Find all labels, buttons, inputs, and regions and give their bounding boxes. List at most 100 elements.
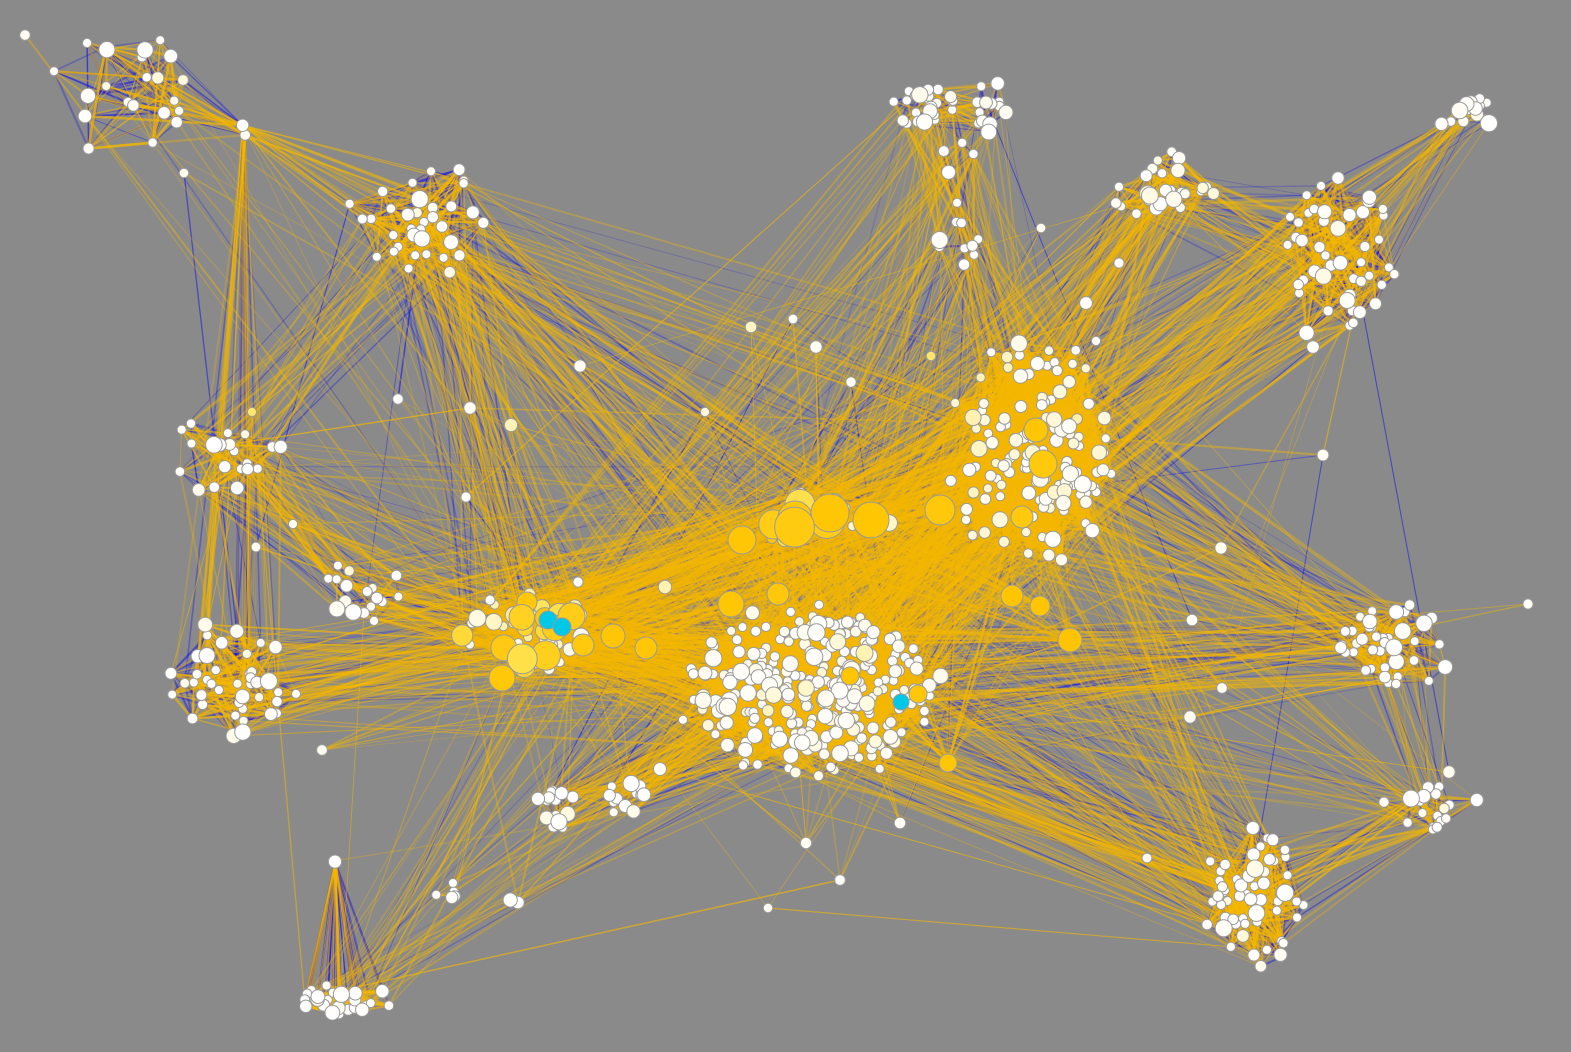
graph-node[interactable] xyxy=(911,86,929,104)
graph-node[interactable] xyxy=(888,664,903,679)
graph-node[interactable] xyxy=(191,668,203,680)
graph-node[interactable] xyxy=(1080,363,1091,374)
graph-node[interactable] xyxy=(1216,682,1228,694)
graph-node[interactable] xyxy=(1378,796,1390,808)
graph-node[interactable] xyxy=(1139,169,1153,183)
graph-node[interactable] xyxy=(356,213,368,225)
graph-node[interactable] xyxy=(1402,789,1420,808)
graph-node[interactable] xyxy=(925,350,937,362)
graph-node[interactable] xyxy=(750,669,767,685)
graph-node[interactable] xyxy=(699,406,711,418)
graph-node[interactable] xyxy=(746,646,761,661)
graph-node[interactable] xyxy=(896,727,907,738)
graph-node[interactable] xyxy=(1479,114,1499,133)
graph-node[interactable] xyxy=(694,691,712,710)
graph-node[interactable] xyxy=(1469,792,1484,808)
graph-node[interactable] xyxy=(737,742,754,758)
graph-node[interactable] xyxy=(1057,627,1083,653)
graph-node[interactable] xyxy=(1100,433,1111,444)
graph-node[interactable] xyxy=(1273,947,1288,962)
graph-node[interactable] xyxy=(443,234,460,251)
graph-node[interactable] xyxy=(205,436,223,454)
graph-node[interactable] xyxy=(426,166,436,177)
graph-node[interactable] xyxy=(978,526,992,539)
graph-node[interactable] xyxy=(206,678,217,690)
graph-node[interactable] xyxy=(1450,101,1469,120)
graph-node[interactable] xyxy=(771,730,789,748)
graph-node[interactable] xyxy=(1021,527,1032,538)
graph-node[interactable] xyxy=(1322,305,1334,317)
graph-node[interactable] xyxy=(271,695,283,708)
graph-node[interactable] xyxy=(804,647,824,666)
graph-node[interactable] xyxy=(883,632,896,646)
graph-node[interactable] xyxy=(1183,710,1197,724)
graph-node[interactable] xyxy=(1388,604,1405,620)
graph-node[interactable] xyxy=(919,716,930,727)
graph-node[interactable] xyxy=(1278,937,1289,949)
graph-node[interactable] xyxy=(101,81,112,92)
graph-node[interactable] xyxy=(1360,665,1372,676)
graph-node[interactable] xyxy=(710,729,721,740)
graph-node[interactable] xyxy=(176,424,187,435)
graph-node[interactable] xyxy=(697,665,713,681)
graph-node[interactable] xyxy=(1073,475,1092,494)
graph-node[interactable] xyxy=(235,118,250,133)
graph-node[interactable] xyxy=(185,418,197,429)
graph-node[interactable] xyxy=(1014,400,1028,413)
graph-node[interactable] xyxy=(1393,622,1412,640)
graph-node[interactable] xyxy=(732,662,750,681)
graph-node[interactable] xyxy=(321,980,332,991)
graph-node[interactable] xyxy=(222,428,233,439)
graph-node[interactable] xyxy=(1196,181,1209,195)
graph-node[interactable] xyxy=(259,672,278,691)
graph-node[interactable] xyxy=(950,398,961,408)
graph-node[interactable] xyxy=(403,263,414,274)
graph-node[interactable] xyxy=(458,178,469,189)
graph-node[interactable] xyxy=(1156,168,1168,179)
graph-node[interactable] xyxy=(370,591,384,605)
graph-node[interactable] xyxy=(344,198,355,209)
graph-node[interactable] xyxy=(1331,171,1345,185)
graph-node[interactable] xyxy=(503,417,519,433)
graph-node[interactable] xyxy=(550,813,568,831)
graph-node[interactable] xyxy=(1029,595,1051,617)
graph-node[interactable] xyxy=(1306,340,1320,354)
graph-node[interactable] xyxy=(460,491,472,503)
graph-node[interactable] xyxy=(930,231,949,249)
graph-node[interactable] xyxy=(147,137,158,148)
graph-node[interactable] xyxy=(840,666,860,686)
graph-node[interactable] xyxy=(727,525,757,555)
graph-node[interactable] xyxy=(1043,345,1055,356)
graph-node[interactable] xyxy=(435,220,449,233)
graph-node[interactable] xyxy=(879,746,894,760)
graph-node[interactable] xyxy=(339,579,354,593)
graph-node[interactable] xyxy=(789,766,802,779)
graph-node[interactable] xyxy=(794,734,811,752)
graph-node[interactable] xyxy=(1000,584,1024,608)
graph-node[interactable] xyxy=(737,622,748,633)
graph-node[interactable] xyxy=(1388,653,1405,670)
graph-node[interactable] xyxy=(979,493,992,505)
graph-node[interactable] xyxy=(1227,913,1239,926)
graph-node[interactable] xyxy=(1295,233,1309,248)
graph-node[interactable] xyxy=(1170,162,1186,178)
graph-node[interactable] xyxy=(957,137,968,148)
graph-node[interactable] xyxy=(197,616,214,633)
graph-node[interactable] xyxy=(343,565,355,577)
graph-node[interactable] xyxy=(1243,892,1258,906)
graph-node[interactable] xyxy=(1012,368,1029,384)
graph-node[interactable] xyxy=(634,636,658,660)
graph-node[interactable] xyxy=(766,582,790,606)
graph-node[interactable] xyxy=(831,744,849,763)
graph-node[interactable] xyxy=(1338,292,1356,309)
graph-node[interactable] xyxy=(208,481,221,494)
graph-node[interactable] xyxy=(1342,207,1357,223)
graph-node[interactable] xyxy=(998,535,1010,548)
graph-node[interactable] xyxy=(872,686,883,697)
graph-node[interactable] xyxy=(502,892,518,908)
graph-node[interactable] xyxy=(849,625,862,638)
graph-node[interactable] xyxy=(230,480,245,496)
graph-node[interactable] xyxy=(400,207,415,222)
graph-node[interactable] xyxy=(174,466,186,477)
